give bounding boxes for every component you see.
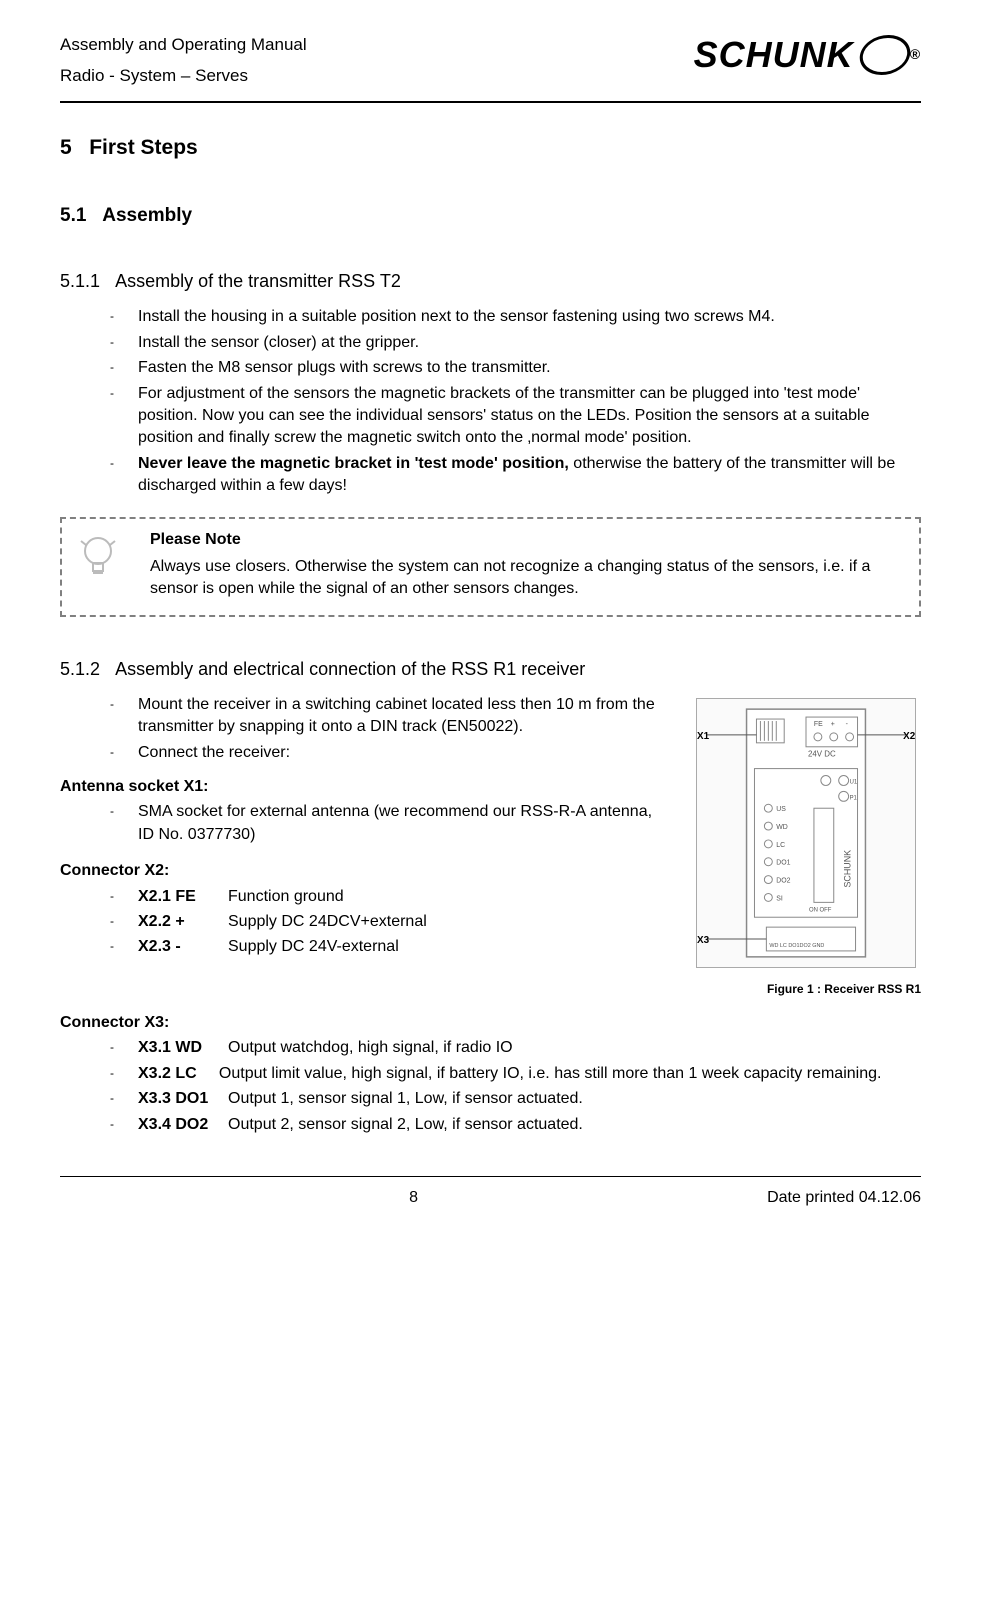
heading-5-1-2-num: 5.1.2 [60,659,100,679]
conn-desc: Output 2, sensor signal 2, Low, if senso… [228,1114,583,1136]
list-5-1-1: Install the housing in a suitable positi… [60,306,921,497]
header-left: Assembly and Operating Manual Radio - Sy… [60,30,307,91]
conn-label: X3.3 DO1 [138,1088,228,1110]
list-item: X3.2 LC Output limit value, high signal,… [110,1063,921,1085]
list-item-bold: Never leave the magnetic bracket in 'tes… [138,455,569,472]
please-note-box: Please Note Always use closers. Otherwis… [60,517,921,616]
doc-title: Assembly and Operating Manual [60,30,307,61]
logo-text: SCHUNK [694,30,854,80]
page-footer: 8 Date printed 04.12.06 [60,1177,921,1209]
list-item: X3.3 DO1Output 1, sensor signal 1, Low, … [110,1088,921,1110]
schunk-logo: SCHUNK ® [694,30,921,80]
heading-5-num: 5 [60,136,72,159]
heading-5-1-title: Assembly [102,205,192,226]
heading-5-1-1: 5.1.1 Assembly of the transmitter RSS T2 [60,269,921,294]
list-5-1-2-top: Mount the receiver in a switching cabine… [60,694,921,764]
heading-5-1-num: 5.1 [60,205,86,226]
conn-desc: Output limit value, high signal, if batt… [219,1065,882,1082]
svg-text:SCHUNK: SCHUNK [843,850,853,888]
antenna-list: SMA socket for external antenna (we reco… [60,801,921,846]
list-item: Fasten the M8 sensor plugs with screws t… [110,357,921,379]
page-header: Assembly and Operating Manual Radio - Sy… [60,30,921,91]
doc-subtitle: Radio - System – Serves [60,61,307,92]
note-body: Always use closers. Otherwise the system… [150,556,905,601]
list-item: SMA socket for external antenna (we reco… [110,801,921,846]
svg-text:DO2: DO2 [776,877,790,884]
x2-list: X2.1 FEFunction ground X2.2 +Supply DC 2… [60,886,921,959]
print-date: Date printed 04.12.06 [767,1187,921,1209]
section-5-1-2: FE+- 24V DC U1 P1 US WD LC DO1 DO2 SI ON… [60,694,921,1136]
conn-label: X2.2 + [138,911,228,933]
page-number: 8 [409,1187,418,1209]
heading-5-title: First Steps [89,136,198,159]
list-item: Install the housing in a suitable positi… [110,306,921,328]
conn-desc: Function ground [228,886,344,908]
lightbulb-icon [76,533,120,588]
heading-5-1: 5.1 Assembly [60,203,921,230]
conn-desc: Output watchdog, high signal, if radio I… [228,1037,513,1059]
conn-label: X3.2 LC [138,1065,197,1082]
conn-label: X2.3 - [138,936,228,958]
x3-list: X3.1 WDOutput watchdog, high signal, if … [60,1037,921,1136]
conn-label: X3.1 WD [138,1037,228,1059]
header-rule [60,101,921,103]
note-title: Please Note [150,529,905,551]
list-item: X2.2 +Supply DC 24DCV+external [110,911,921,933]
list-item: X3.1 WDOutput watchdog, high signal, if … [110,1037,921,1059]
list-item: X3.4 DO2Output 2, sensor signal 2, Low, … [110,1114,921,1136]
heading-5-1-1-title: Assembly of the transmitter RSS T2 [115,271,401,291]
logo-registered: ® [910,45,921,65]
list-item: Connect the receiver: [110,742,921,764]
heading-5-1-2: 5.1.2 Assembly and electrical connection… [60,657,921,682]
heading-5-1-2-title: Assembly and electrical connection of th… [115,659,585,679]
figure-caption: Figure 1 : Receiver RSS R1 [691,981,921,998]
list-item: X2.1 FEFunction ground [110,886,921,908]
list-item: For adjustment of the sensors the magnet… [110,383,921,450]
list-item: Install the sensor (closer) at the gripp… [110,332,921,354]
conn-label: X2.1 FE [138,886,228,908]
heading-5: 5 First Steps [60,133,921,162]
svg-text:P1: P1 [850,795,858,801]
list-item: X2.3 -Supply DC 24V-external [110,936,921,958]
conn-label: X3.4 DO2 [138,1114,228,1136]
x3-heading: Connector X3: [60,1012,921,1034]
conn-desc: Supply DC 24V-external [228,936,399,958]
heading-5-1-1-num: 5.1.1 [60,271,100,291]
svg-text:U1: U1 [850,779,858,785]
svg-text:DO1: DO1 [776,860,790,867]
conn-desc: Supply DC 24DCV+external [228,911,427,933]
logo-ring-icon [856,35,913,75]
conn-desc: Output 1, sensor signal 1, Low, if senso… [228,1088,583,1110]
list-item: Never leave the magnetic bracket in 'tes… [110,453,921,498]
note-content: Please Note Always use closers. Otherwis… [150,529,905,600]
list-item: Mount the receiver in a switching cabine… [110,694,921,739]
